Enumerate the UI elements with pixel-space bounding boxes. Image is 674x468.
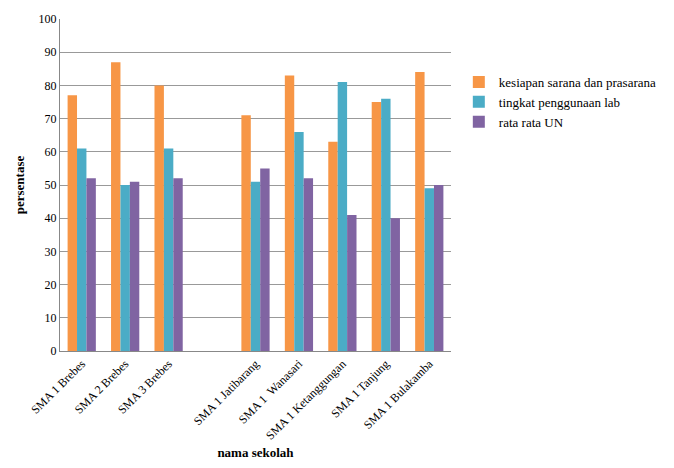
svg-text:nama sekolah: nama sekolah <box>217 445 294 460</box>
svg-text:SMA 1 Brebes: SMA 1 Brebes <box>28 357 88 417</box>
svg-text:60: 60 <box>45 145 57 159</box>
svg-text:SMA 1 Tanjung: SMA 1 Tanjung <box>328 357 392 421</box>
svg-text:SMA 2 Brebes: SMA 2 Brebes <box>72 357 132 417</box>
svg-text:30: 30 <box>45 245 57 259</box>
svg-text:SMA 1 Bulakamba: SMA 1 Bulakamba <box>361 356 436 431</box>
svg-text:100: 100 <box>39 12 57 26</box>
svg-text:70: 70 <box>45 112 57 126</box>
svg-text:80: 80 <box>45 79 57 93</box>
svg-text:10: 10 <box>45 311 57 325</box>
svg-text:50: 50 <box>45 178 57 192</box>
svg-text:SMA 1 Ketanggungan: SMA 1 Ketanggungan <box>263 357 349 443</box>
svg-text:0: 0 <box>51 344 57 358</box>
svg-text:SMA 1 Jatibarang: SMA 1 Jatibarang <box>191 357 262 428</box>
svg-text:kesiapan sarana dan prasarana: kesiapan sarana dan prasarana <box>499 75 656 90</box>
svg-text:tingkat penggunaan lab: tingkat penggunaan lab <box>499 95 620 110</box>
svg-text:40: 40 <box>45 211 57 225</box>
svg-text:SMA 1 Wanasari: SMA 1 Wanasari <box>236 356 306 426</box>
svg-text:SMA 3 Brebes: SMA 3 Brebes <box>115 357 175 417</box>
svg-text:90: 90 <box>45 45 57 59</box>
svg-text:persentase: persentase <box>12 156 27 215</box>
svg-text:20: 20 <box>45 278 57 292</box>
svg-text:rata rata UN: rata rata UN <box>499 115 564 130</box>
